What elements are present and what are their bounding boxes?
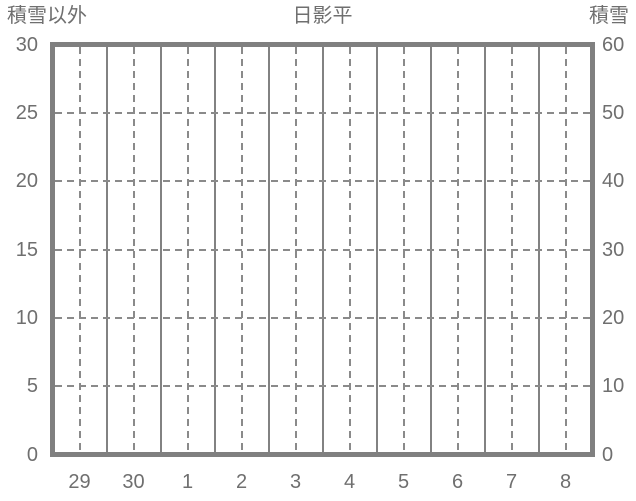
y-gridline <box>55 111 590 114</box>
x-axis-tick-label: 29 <box>68 471 91 493</box>
x-axis-tick-label: 5 <box>397 471 410 493</box>
chart-title: 日影平 <box>292 5 353 27</box>
left-axis-tick-label: 15 <box>15 238 38 261</box>
x-axis-tick-label: 7 <box>505 471 518 493</box>
y-gridline <box>55 180 590 183</box>
left-axis-tick-label: 20 <box>15 170 38 193</box>
left-axis-tick-label: 25 <box>15 101 38 124</box>
x-axis-tick-label: 2 <box>235 471 248 493</box>
y-gridline <box>55 385 590 388</box>
x-axis-tick-label: 30 <box>122 471 145 493</box>
right-axis-tick-label: 50 <box>602 101 625 124</box>
left-axis-tick-label: 30 <box>15 33 38 56</box>
right-axis-tick-label: 10 <box>602 375 625 398</box>
left-axis-tick-label: 10 <box>15 306 38 329</box>
x-axis-tick-label: 4 <box>343 471 356 493</box>
y-gridline <box>55 248 590 251</box>
right-axis-title: 積雪 <box>589 5 629 27</box>
left-axis-tick-label: 0 <box>26 443 38 466</box>
x-axis-tick-label: 1 <box>181 471 194 493</box>
left-axis-title: 積雪以外 <box>7 5 87 27</box>
right-axis-tick-label: 30 <box>602 238 625 261</box>
right-axis-tick-label: 0 <box>602 443 614 466</box>
right-axis-tick-label: 60 <box>602 33 625 56</box>
x-axis-tick-label: 3 <box>289 471 302 493</box>
x-axis-tick-label: 6 <box>451 471 464 493</box>
y-gridline <box>55 316 590 319</box>
x-axis-tick-label: 8 <box>559 471 572 493</box>
left-axis-tick-label: 5 <box>26 375 38 398</box>
right-axis-tick-label: 40 <box>602 170 625 193</box>
right-axis-tick-label: 20 <box>602 306 625 329</box>
